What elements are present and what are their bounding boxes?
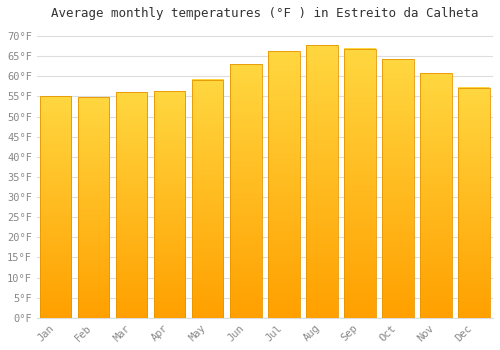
Bar	[458, 88, 490, 318]
Bar	[154, 91, 186, 318]
Bar	[78, 97, 110, 318]
Bar	[40, 97, 72, 318]
Bar	[306, 45, 338, 318]
Bar	[154, 91, 186, 318]
Bar	[306, 45, 338, 318]
Bar	[40, 97, 72, 318]
Bar	[230, 64, 262, 318]
Bar	[458, 88, 490, 318]
Bar	[78, 97, 110, 318]
Bar	[420, 73, 452, 318]
Bar	[230, 64, 262, 318]
Bar	[192, 79, 224, 318]
Bar	[382, 60, 414, 318]
Bar	[116, 92, 148, 318]
Bar	[344, 49, 376, 318]
Bar	[268, 51, 300, 318]
Bar	[382, 60, 414, 318]
Bar	[116, 92, 148, 318]
Bar	[344, 49, 376, 318]
Bar	[268, 51, 300, 318]
Title: Average monthly temperatures (°F ) in Estreito da Calheta: Average monthly temperatures (°F ) in Es…	[51, 7, 478, 20]
Bar	[192, 79, 224, 318]
Bar	[420, 73, 452, 318]
